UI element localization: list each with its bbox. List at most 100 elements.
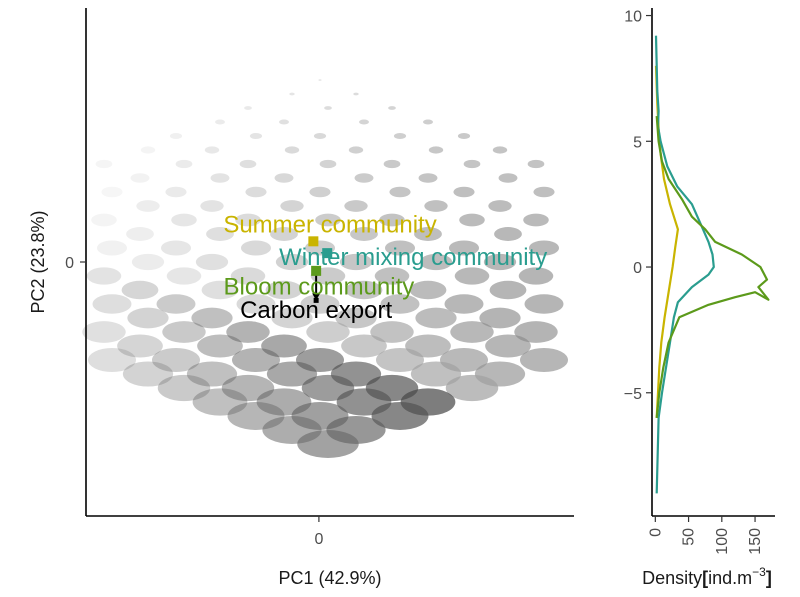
plankton-image xyxy=(239,159,257,169)
plankton-image xyxy=(197,334,243,358)
plankton-image xyxy=(249,132,263,140)
plankton-image xyxy=(215,119,225,125)
plankton-image xyxy=(313,132,327,140)
plankton-image xyxy=(300,294,340,314)
plankton-image xyxy=(297,430,359,458)
x-axis-title: PC1 (42.9%) xyxy=(278,568,381,588)
density-bracket-close: ] xyxy=(766,568,772,588)
plankton-image-background xyxy=(82,79,568,458)
plankton-image xyxy=(157,374,211,402)
plankton-image xyxy=(206,227,234,241)
plankton-image xyxy=(265,280,303,300)
plankton-image xyxy=(200,200,224,212)
pca-panel: 0 0 PC1 (42.9%) PC2 (23.8%) Summer commun… xyxy=(28,8,574,588)
plankton-image xyxy=(136,200,160,212)
density-x-tick-label: 150 xyxy=(747,528,764,555)
plankton-image xyxy=(101,186,123,198)
plankton-image xyxy=(371,402,429,430)
plankton-image xyxy=(492,146,508,154)
community-label: Bloom community xyxy=(224,273,415,300)
plankton-image xyxy=(527,159,545,169)
plankton-image xyxy=(226,321,270,343)
density-curves xyxy=(654,35,770,494)
plankton-image xyxy=(130,173,150,183)
plankton-image xyxy=(388,106,396,110)
plankton-image xyxy=(354,173,374,183)
plankton-image xyxy=(448,240,480,256)
arrow-head xyxy=(312,293,321,301)
plankton-image xyxy=(341,334,387,358)
plankton-image xyxy=(235,213,261,227)
plankton-image xyxy=(380,294,420,314)
plankton-image xyxy=(489,280,527,300)
plankton-image xyxy=(319,159,337,169)
density-x-axis-title: Density[ind.m−3] xyxy=(642,565,772,588)
plankton-image xyxy=(459,213,485,227)
density-y-tick-label: 10 xyxy=(624,9,642,26)
plankton-image xyxy=(335,307,377,329)
plankton-image xyxy=(485,334,531,358)
plankton-image xyxy=(409,280,447,300)
plankton-image xyxy=(88,348,136,372)
plankton-image xyxy=(414,227,442,241)
community-label: Winter mixing community xyxy=(279,244,547,271)
community-points xyxy=(308,236,333,303)
plankton-image xyxy=(419,253,453,271)
plankton-image xyxy=(494,227,522,241)
density-curve xyxy=(655,116,770,419)
plankton-image xyxy=(186,361,238,387)
plankton-image xyxy=(444,294,484,314)
plankton-image xyxy=(175,159,193,169)
plankton-image xyxy=(284,146,300,154)
plankton-image xyxy=(520,348,568,372)
plankton-image xyxy=(483,253,517,271)
plankton-image xyxy=(201,280,239,300)
plankton-image xyxy=(410,361,462,387)
plankton-image xyxy=(415,307,457,329)
plankton-image xyxy=(166,267,202,285)
plankton-image xyxy=(236,294,276,314)
plankton-image xyxy=(156,294,196,314)
plankton-image xyxy=(171,213,197,227)
community-point xyxy=(308,236,319,247)
community-point xyxy=(311,265,322,276)
density-label: Density xyxy=(642,568,702,588)
plankton-image xyxy=(479,307,521,329)
plankton-image xyxy=(384,240,416,256)
plankton-image xyxy=(162,321,206,343)
plankton-image xyxy=(131,253,165,271)
plankton-image xyxy=(376,348,424,372)
plankton-image xyxy=(274,173,294,183)
plankton-image xyxy=(348,146,364,154)
plankton-image xyxy=(270,227,298,241)
plankton-image xyxy=(423,119,433,125)
plankton-image xyxy=(418,173,438,183)
density-curve xyxy=(654,35,715,494)
community-labels: Summer community Winter mixing communityB… xyxy=(223,211,547,324)
plankton-image xyxy=(370,321,414,343)
plankton-image xyxy=(389,186,411,198)
plankton-image xyxy=(345,280,383,300)
community-label: Carbon export xyxy=(240,297,392,324)
plankton-image xyxy=(524,294,564,314)
plankton-image xyxy=(191,307,233,329)
density-unit: ind.m xyxy=(708,568,752,588)
plankton-image xyxy=(498,173,518,183)
plankton-image xyxy=(122,361,174,387)
plankton-image xyxy=(318,79,322,81)
plankton-image xyxy=(514,321,558,343)
y-axis-title: PC2 (23.8%) xyxy=(28,210,48,313)
plankton-image xyxy=(463,159,481,169)
plankton-image xyxy=(271,307,313,329)
plankton-image xyxy=(450,321,494,343)
plankton-image xyxy=(379,213,405,227)
plankton-image xyxy=(152,348,200,372)
plankton-image xyxy=(266,361,318,387)
y-tick-label: 0 xyxy=(65,255,74,272)
plankton-image xyxy=(315,213,341,227)
plankton-image xyxy=(192,388,248,416)
x-tick-label: 0 xyxy=(314,531,323,548)
